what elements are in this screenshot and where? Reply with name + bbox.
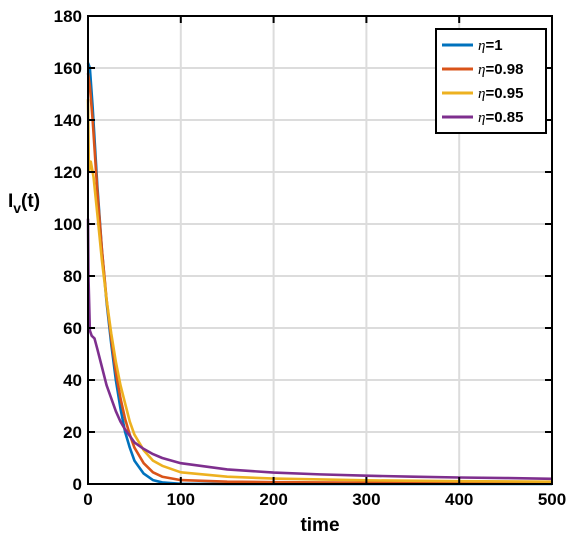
legend-label: =0.85 [485,109,523,126]
y-tick-label: 120 [54,163,82,182]
legend-label: =0.98 [485,61,523,78]
legend: η=1η=0.98η=0.95η=0.85 [435,28,547,134]
y-axis-label-subscript: v [13,200,21,216]
x-tick-label: 100 [167,490,195,509]
y-tick-label: 80 [63,267,82,286]
y-tick-label: 160 [54,59,82,78]
y-tick-label: 180 [54,7,82,26]
tick-labels: 0 100 200 300 400 500 0 20 40 60 80 100 120 140 160 180 [54,7,567,509]
plot-area-frame [87,15,553,485]
x-axis-label: time [300,515,339,536]
legend-label: =1 [485,37,502,54]
x-tick-label: 500 [538,490,566,509]
series-line [86,99,553,483]
x-tick-label: 0 [83,490,92,509]
y-tick-label: 40 [63,371,82,390]
x-tick-label: 300 [352,490,380,509]
y-tick-label: 0 [73,475,82,494]
legend-eta-symbol: η [478,62,485,78]
y-tick-label: 20 [63,423,82,442]
legend-label: =0.95 [485,85,523,102]
x-tick-label: 400 [445,490,473,509]
legend-entry: η=1 [478,37,503,54]
legend-eta-symbol: η [478,86,485,102]
legend-entry: η=0.98 [478,61,523,78]
legend-entry: η=0.95 [478,85,523,102]
y-tick-label: 100 [54,215,82,234]
y-tick-label: 60 [63,319,82,338]
y-axis-label-suffix: (t) [21,191,40,212]
legend-entry: η=0.85 [478,109,523,126]
legend-eta-symbol: η [478,110,485,126]
y-axis-label-main: I [8,191,13,212]
y-axis-label: Iv(t) [8,191,40,216]
series-line [86,218,553,481]
legend-eta-symbol: η [478,38,485,54]
x-tick-label: 200 [259,490,287,509]
axis-ticks [87,15,553,485]
series-lines [86,62,553,486]
y-tick-label: 140 [54,111,82,130]
grid-lines [88,16,552,484]
series-line [86,73,553,485]
